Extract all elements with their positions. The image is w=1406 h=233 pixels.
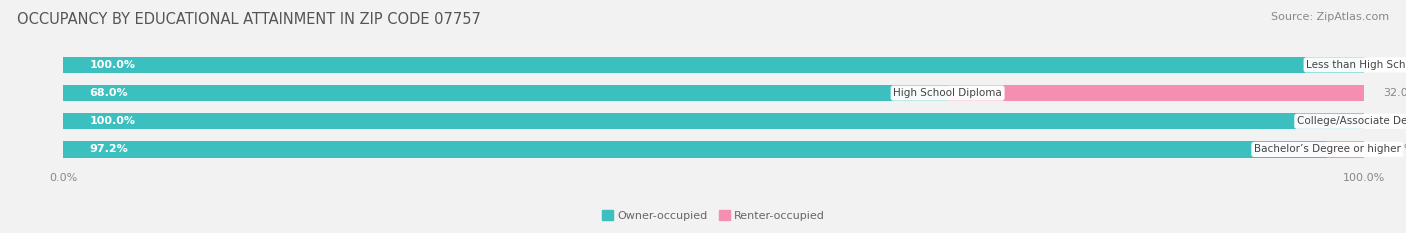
Bar [63, 57, 1364, 73]
Bar [948, 85, 1364, 101]
Text: OCCUPANCY BY EDUCATIONAL ATTAINMENT IN ZIP CODE 07757: OCCUPANCY BY EDUCATIONAL ATTAINMENT IN Z… [17, 12, 481, 27]
Text: 100.0%: 100.0% [90, 60, 135, 70]
Text: 2.8%: 2.8% [1386, 144, 1406, 154]
Text: 100.0%: 100.0% [90, 116, 135, 126]
Bar [63, 57, 1364, 73]
Text: Bachelor’s Degree or higher: Bachelor’s Degree or higher [1254, 144, 1400, 154]
Text: 0.0%: 0.0% [1384, 60, 1406, 70]
Text: 97.2%: 97.2% [90, 144, 128, 154]
Bar [63, 85, 948, 101]
Text: 68.0%: 68.0% [90, 88, 128, 98]
Bar [63, 113, 1364, 130]
Bar [63, 113, 1364, 130]
Text: Less than High School: Less than High School [1306, 60, 1406, 70]
Bar [63, 141, 1364, 158]
Text: High School Diploma: High School Diploma [893, 88, 1002, 98]
Text: Source: ZipAtlas.com: Source: ZipAtlas.com [1271, 12, 1389, 22]
Bar [63, 85, 1364, 101]
Bar [1327, 141, 1364, 158]
Text: 32.0%: 32.0% [1384, 88, 1406, 98]
Legend: Owner-occupied, Renter-occupied: Owner-occupied, Renter-occupied [598, 206, 830, 225]
Text: 0.0%: 0.0% [1384, 116, 1406, 126]
Bar [63, 141, 1327, 158]
Text: College/Associate Degree: College/Associate Degree [1296, 116, 1406, 126]
